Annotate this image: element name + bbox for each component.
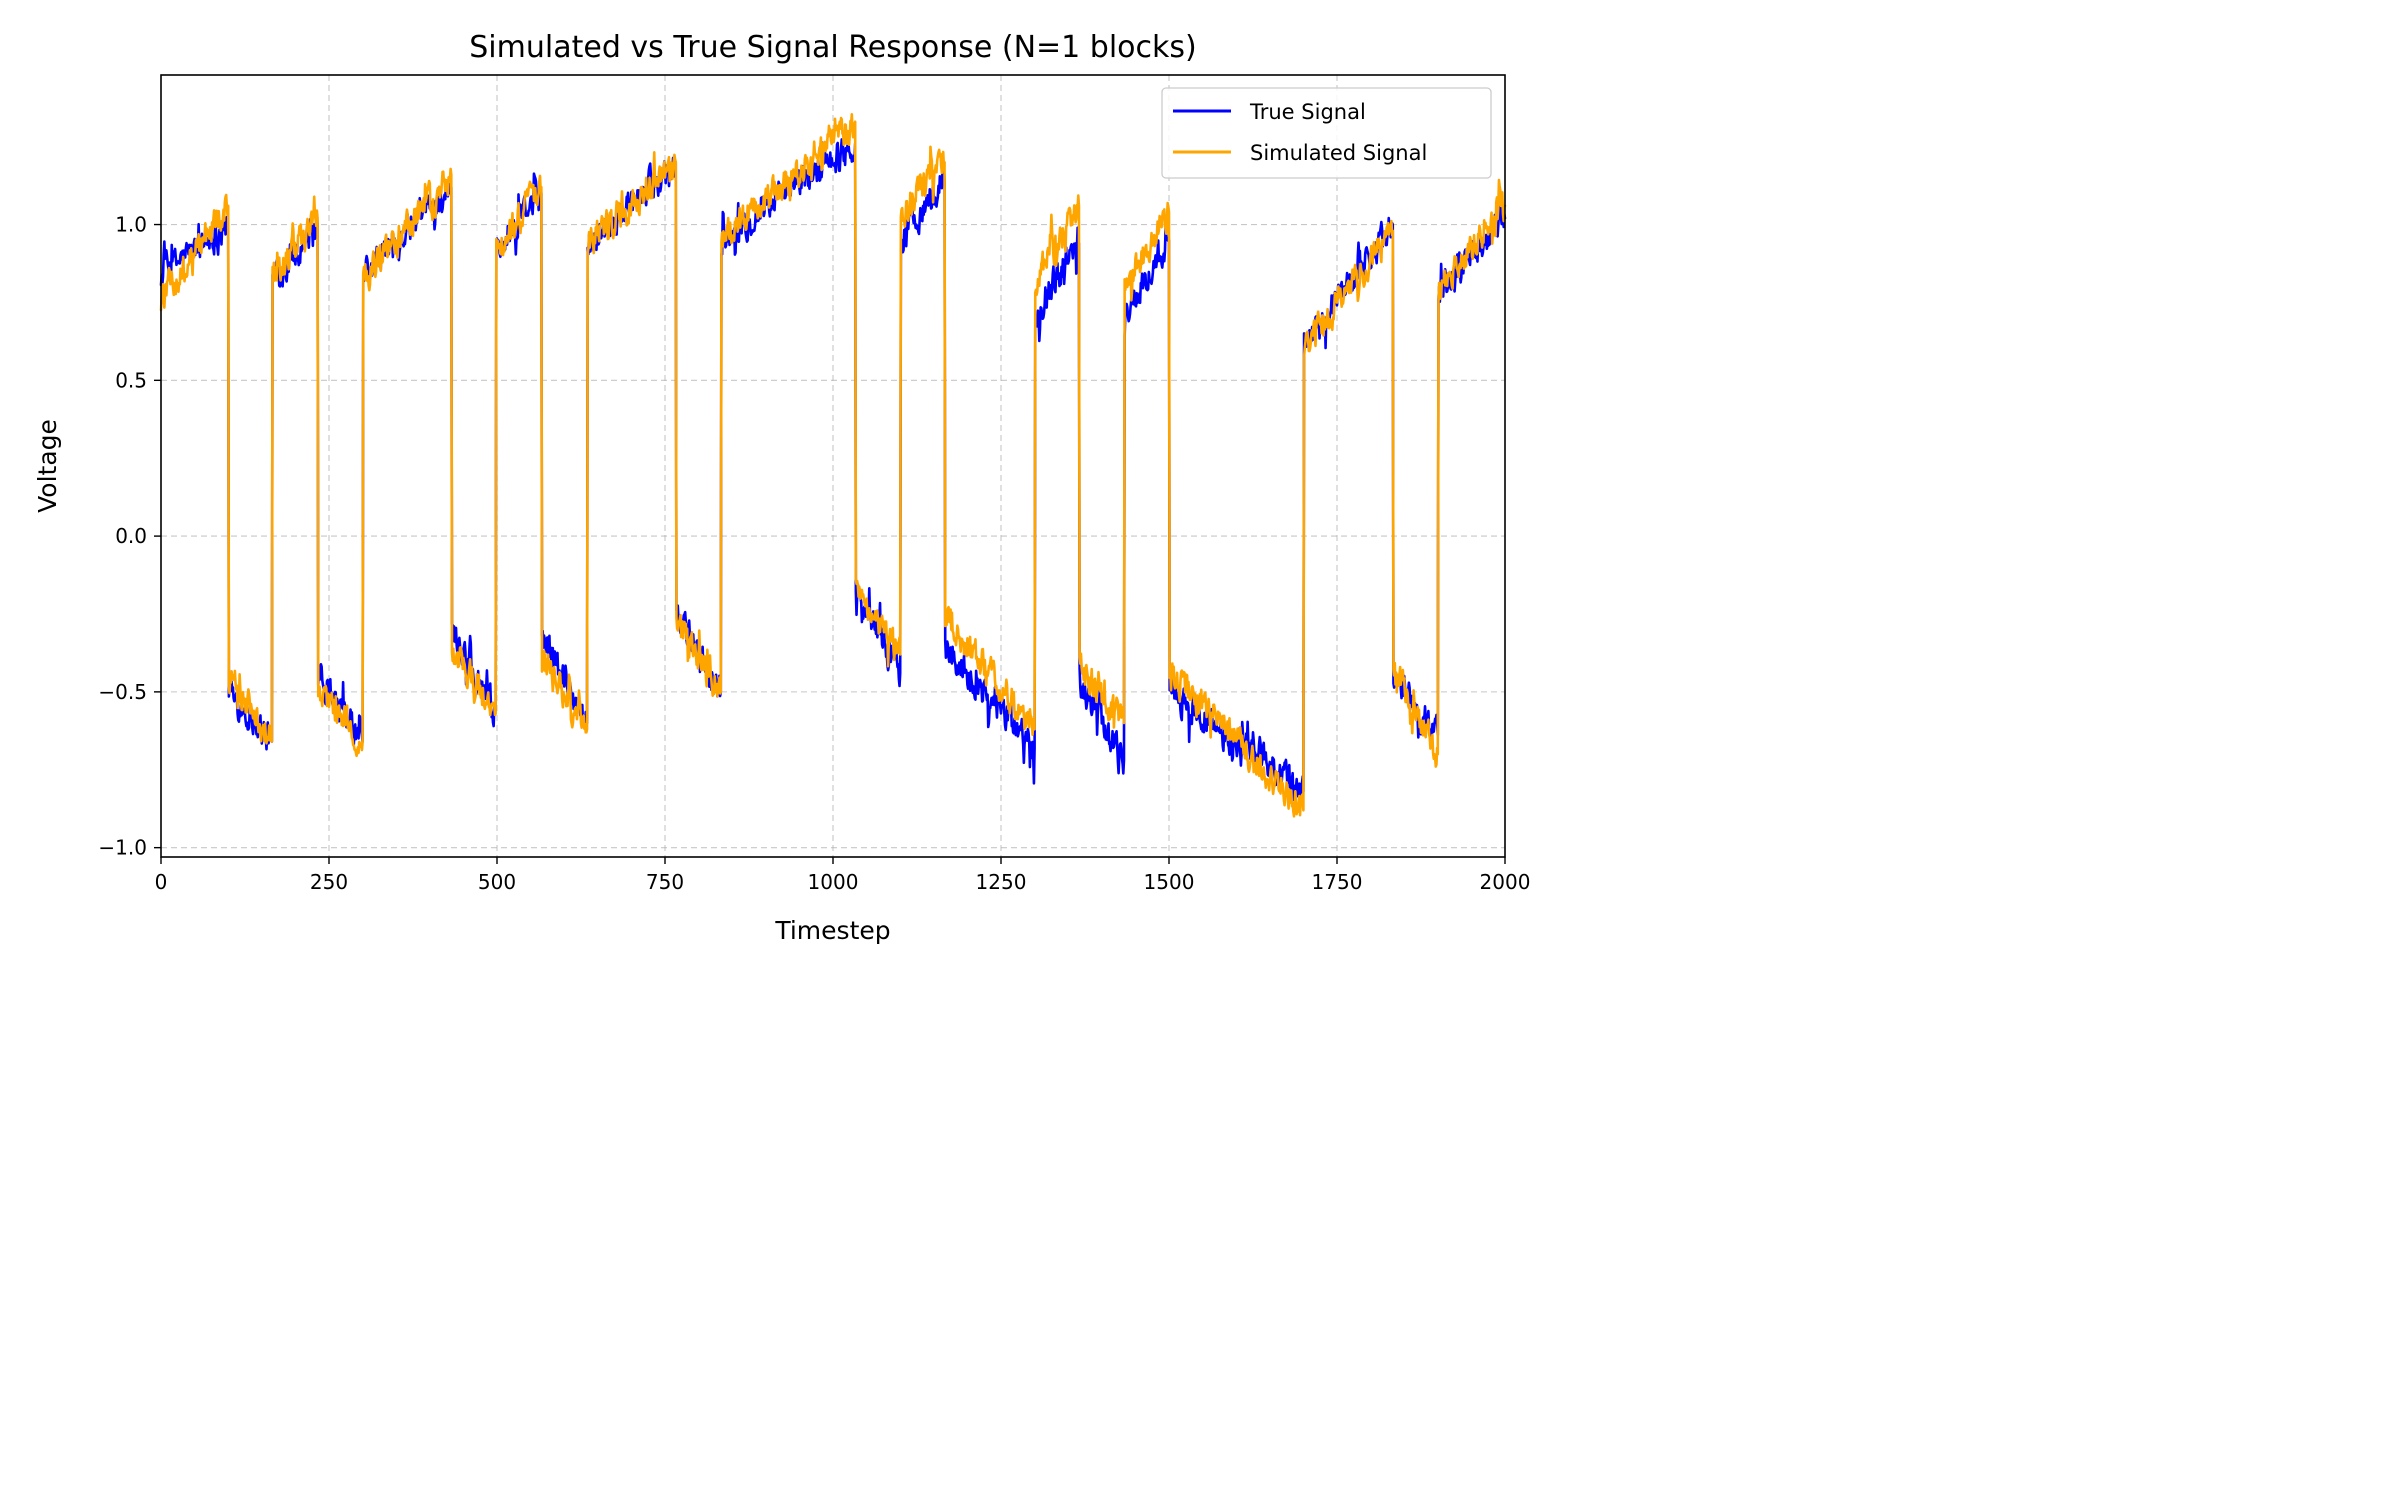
- y-tick-label: 1.0: [115, 213, 147, 237]
- y-tick-label: −1.0: [98, 836, 147, 860]
- y-tick-label: 0.0: [115, 524, 147, 548]
- legend-label-true-signal: True Signal: [1249, 100, 1366, 124]
- x-tick-label: 250: [310, 870, 348, 894]
- chart-figure: 0 250 500 750 1000 1250 1500 1750 2000 −1.0 −0.5 0.…: [0, 0, 1560, 975]
- x-tick-label: 0: [155, 870, 168, 894]
- x-tick-label: 500: [478, 870, 516, 894]
- legend: True Signal Simulated Signal: [1161, 87, 1492, 179]
- y-tick-label: 0.5: [115, 368, 147, 392]
- line-chart: 0 250 500 750 1000 1250 1500 1750 2000 −1.0 −0.5 0.…: [0, 0, 1560, 975]
- y-tick-label: −0.5: [98, 680, 147, 704]
- series-lines: [159, 113, 1507, 818]
- x-tick-label: 1750: [1312, 870, 1363, 894]
- x-tick-label: 1500: [1144, 870, 1195, 894]
- x-tick-label: 750: [646, 870, 684, 894]
- axis-ticks: 0 250 500 750 1000 1250 1500 1750 2000 −1.0 −0.5 0.…: [98, 213, 1530, 894]
- y-axis-label: Voltage: [33, 419, 62, 513]
- x-tick-label: 1000: [808, 870, 859, 894]
- legend-box: [1161, 87, 1492, 179]
- x-tick-label: 1250: [976, 870, 1027, 894]
- x-axis-label: Timestep: [774, 916, 890, 945]
- x-tick-label: 2000: [1480, 870, 1531, 894]
- legend-label-simulated-signal: Simulated Signal: [1250, 141, 1427, 165]
- series-line-simulated-signal: [159, 113, 1507, 818]
- chart-title: Simulated vs True Signal Response (N=1 b…: [469, 30, 1196, 65]
